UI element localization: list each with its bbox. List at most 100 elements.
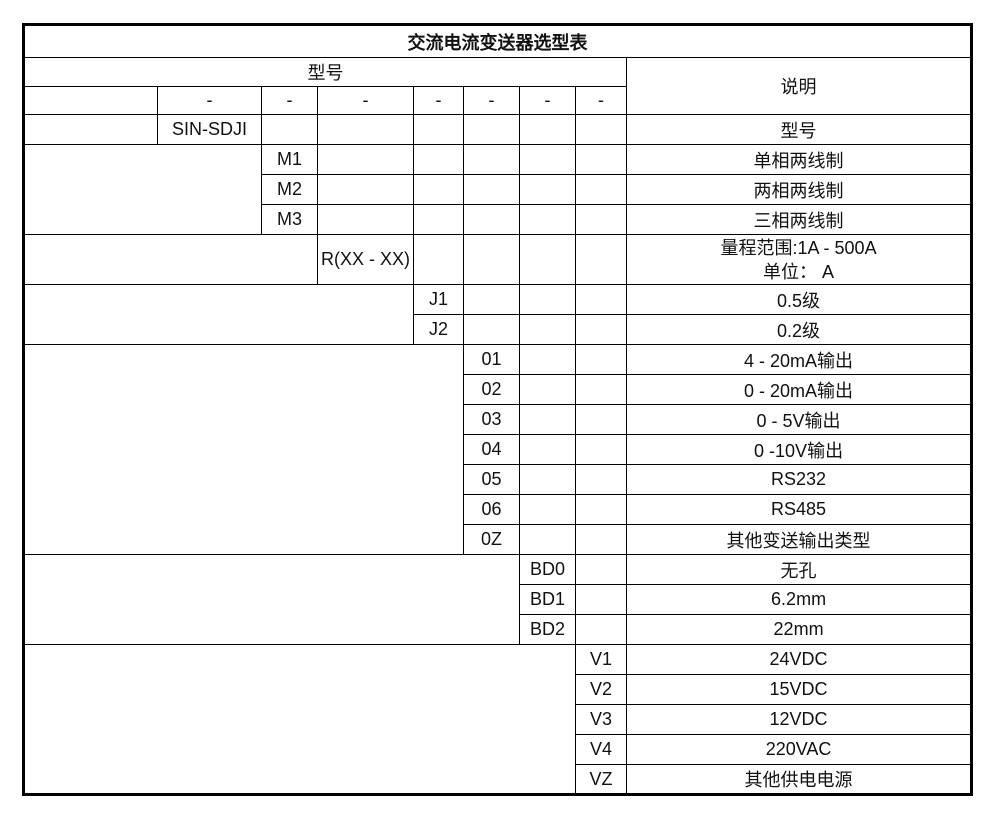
empty-cell (463, 284, 520, 315)
empty-cell (519, 494, 576, 525)
description-cell: 4 - 20mA输出 (625, 344, 973, 375)
empty-cell (575, 204, 627, 235)
empty-cell (519, 144, 576, 175)
empty-cell (519, 204, 576, 235)
empty-cell (463, 174, 520, 205)
dash-cell: - (317, 86, 414, 115)
description-cell: 6.2mm (625, 584, 973, 615)
empty-cell (575, 174, 627, 205)
description-cell: 两相两线制 (625, 174, 973, 205)
empty-cell (413, 204, 464, 235)
code-cell: J1 (413, 284, 464, 315)
code-cell: V2 (575, 674, 627, 705)
description-cell: 0.2级 (625, 314, 973, 345)
empty-cell (519, 374, 576, 405)
code-cell: V1 (575, 644, 627, 675)
code-cell: M2 (261, 174, 318, 205)
description-cell: 0.5级 (625, 284, 973, 315)
description-cell: 单相两线制 (625, 144, 973, 175)
code-cell: V4 (575, 734, 627, 765)
empty-cell (575, 524, 627, 555)
empty-cell (575, 234, 627, 285)
empty-cell (519, 284, 576, 315)
dash-cell: - (413, 86, 464, 115)
category-meter-type: 仪表类型 (23, 144, 262, 235)
empty-cell (575, 374, 627, 405)
description-cell: 12VDC (625, 704, 973, 735)
dash-cell: - (463, 86, 520, 115)
empty-cell (519, 404, 576, 435)
selection-table: 交流电流变送器选型表 型号 说明 - - - - - - - 型号 SIN-SD… (22, 23, 974, 796)
code-cell: V3 (575, 704, 627, 735)
description-cell: 24VDC (625, 644, 973, 675)
dash-cell: - (261, 86, 318, 115)
code-cell: 06 (463, 494, 520, 525)
description-cell: 0 -10V输出 (625, 434, 973, 465)
empty-cell (575, 614, 627, 645)
header-description: 说明 (625, 57, 973, 115)
code-cell: BD0 (519, 554, 576, 585)
empty-cell (519, 464, 576, 495)
empty-cell (413, 234, 464, 285)
code-cell: SIN-SDJI (157, 114, 262, 145)
empty-cell (317, 144, 414, 175)
empty-cell (463, 204, 520, 235)
code-cell: 04 (463, 434, 520, 465)
empty-cell (519, 234, 576, 285)
empty-cell (575, 404, 627, 435)
description-cell: 型号 (625, 114, 973, 145)
description-cell: 无孔 (625, 554, 973, 585)
code-cell: BD1 (519, 584, 576, 615)
empty-cell (575, 494, 627, 525)
description-cell: RS232 (625, 464, 973, 495)
description-cell: 其他供电电源 (625, 764, 973, 795)
empty-cell (317, 114, 414, 145)
empty-cell (575, 284, 627, 315)
empty-cell (575, 434, 627, 465)
code-cell: VZ (575, 764, 627, 795)
empty-cell (317, 204, 414, 235)
header-model-group: 型号 (23, 57, 627, 87)
description-cell: RS485 (625, 494, 973, 525)
dash-cell: - (575, 86, 627, 115)
empty-cell (575, 464, 627, 495)
dash-cell: - (157, 86, 262, 115)
empty-cell (575, 114, 627, 145)
empty-cell (575, 584, 627, 615)
empty-cell (575, 344, 627, 375)
empty-cell (575, 314, 627, 345)
empty-cell (413, 114, 464, 145)
code-cell: M3 (261, 204, 318, 235)
empty-cell (575, 554, 627, 585)
category-aperture: 孔径 (23, 554, 520, 645)
range-description-line2: 单位： A (763, 261, 835, 282)
code-cell: 0Z (463, 524, 520, 555)
empty-cell (519, 314, 576, 345)
description-cell: 0 - 20mA输出 (625, 374, 973, 405)
category-model: 型号 (23, 114, 158, 145)
code-cell: 01 (463, 344, 520, 375)
description-cell: 22mm (625, 614, 973, 645)
description-cell: 量程范围:1A - 500A 单位： A (625, 234, 973, 285)
range-description-line1: 量程范围:1A - 500A (720, 237, 877, 258)
empty-cell (463, 314, 520, 345)
description-cell: 220VAC (625, 734, 973, 765)
empty-cell (519, 344, 576, 375)
code-cell: 02 (463, 374, 520, 405)
empty-cell (463, 144, 520, 175)
empty-cell (519, 524, 576, 555)
code-cell: M1 (261, 144, 318, 175)
code-cell: 05 (463, 464, 520, 495)
empty-cell (413, 174, 464, 205)
code-cell: BD2 (519, 614, 576, 645)
description-cell: 其他变送输出类型 (625, 524, 973, 555)
empty-cell (463, 234, 520, 285)
dash-cell: - (519, 86, 576, 115)
empty-cell (463, 114, 520, 145)
code-cell: R(XX - XX) (317, 234, 414, 285)
category-accuracy: 精度等级 (23, 284, 414, 345)
category-output-type: 变送输出类型 (23, 344, 464, 555)
category-power-supply: 供电电源 (23, 644, 576, 795)
empty-cell (23, 86, 158, 115)
